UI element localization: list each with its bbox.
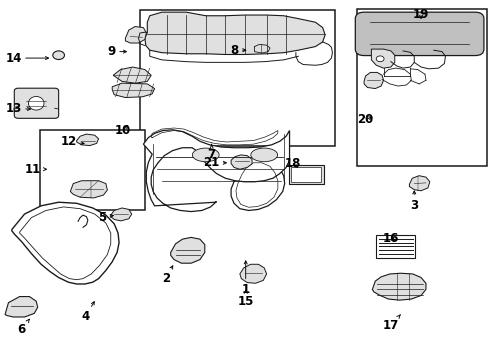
Ellipse shape xyxy=(192,148,219,162)
Polygon shape xyxy=(370,49,394,68)
Text: 6: 6 xyxy=(18,319,29,336)
Text: 16: 16 xyxy=(382,231,398,244)
Text: 7: 7 xyxy=(207,144,215,161)
Bar xyxy=(288,165,323,184)
Polygon shape xyxy=(231,158,284,211)
Circle shape xyxy=(53,51,64,59)
Polygon shape xyxy=(371,273,425,300)
Polygon shape xyxy=(143,130,289,212)
Text: 1: 1 xyxy=(241,261,249,296)
Polygon shape xyxy=(5,297,38,317)
Polygon shape xyxy=(125,27,146,43)
Ellipse shape xyxy=(28,96,44,110)
Circle shape xyxy=(375,56,383,62)
Text: 10: 10 xyxy=(115,124,131,137)
Text: 17: 17 xyxy=(382,315,400,332)
Polygon shape xyxy=(12,202,119,284)
Polygon shape xyxy=(240,264,266,283)
Text: 3: 3 xyxy=(409,191,417,212)
Text: 2: 2 xyxy=(162,266,172,285)
FancyBboxPatch shape xyxy=(355,12,483,55)
Polygon shape xyxy=(111,208,131,221)
Text: 18: 18 xyxy=(284,157,300,170)
Text: 13: 13 xyxy=(5,103,30,116)
Bar xyxy=(375,235,414,258)
Bar xyxy=(356,9,487,166)
Text: 4: 4 xyxy=(81,302,94,324)
Bar xyxy=(40,130,144,211)
Polygon shape xyxy=(112,83,154,98)
Text: 11: 11 xyxy=(25,163,46,176)
Text: 19: 19 xyxy=(412,8,428,21)
Text: 20: 20 xyxy=(357,113,373,126)
Text: 12: 12 xyxy=(61,135,84,148)
Polygon shape xyxy=(144,12,325,54)
Polygon shape xyxy=(364,72,383,89)
Polygon shape xyxy=(77,134,99,145)
Polygon shape xyxy=(113,67,151,83)
Polygon shape xyxy=(170,237,204,263)
Polygon shape xyxy=(408,176,429,191)
Text: 9: 9 xyxy=(107,45,126,58)
Text: 21: 21 xyxy=(203,156,226,169)
Text: 15: 15 xyxy=(237,290,253,308)
Text: 8: 8 xyxy=(230,44,245,57)
Polygon shape xyxy=(231,155,251,169)
Ellipse shape xyxy=(250,148,277,162)
Bar xyxy=(140,10,334,146)
FancyBboxPatch shape xyxy=(14,88,59,118)
Text: 14: 14 xyxy=(5,51,48,64)
Polygon shape xyxy=(70,181,107,198)
Bar xyxy=(291,167,320,182)
Text: 5: 5 xyxy=(98,211,113,224)
